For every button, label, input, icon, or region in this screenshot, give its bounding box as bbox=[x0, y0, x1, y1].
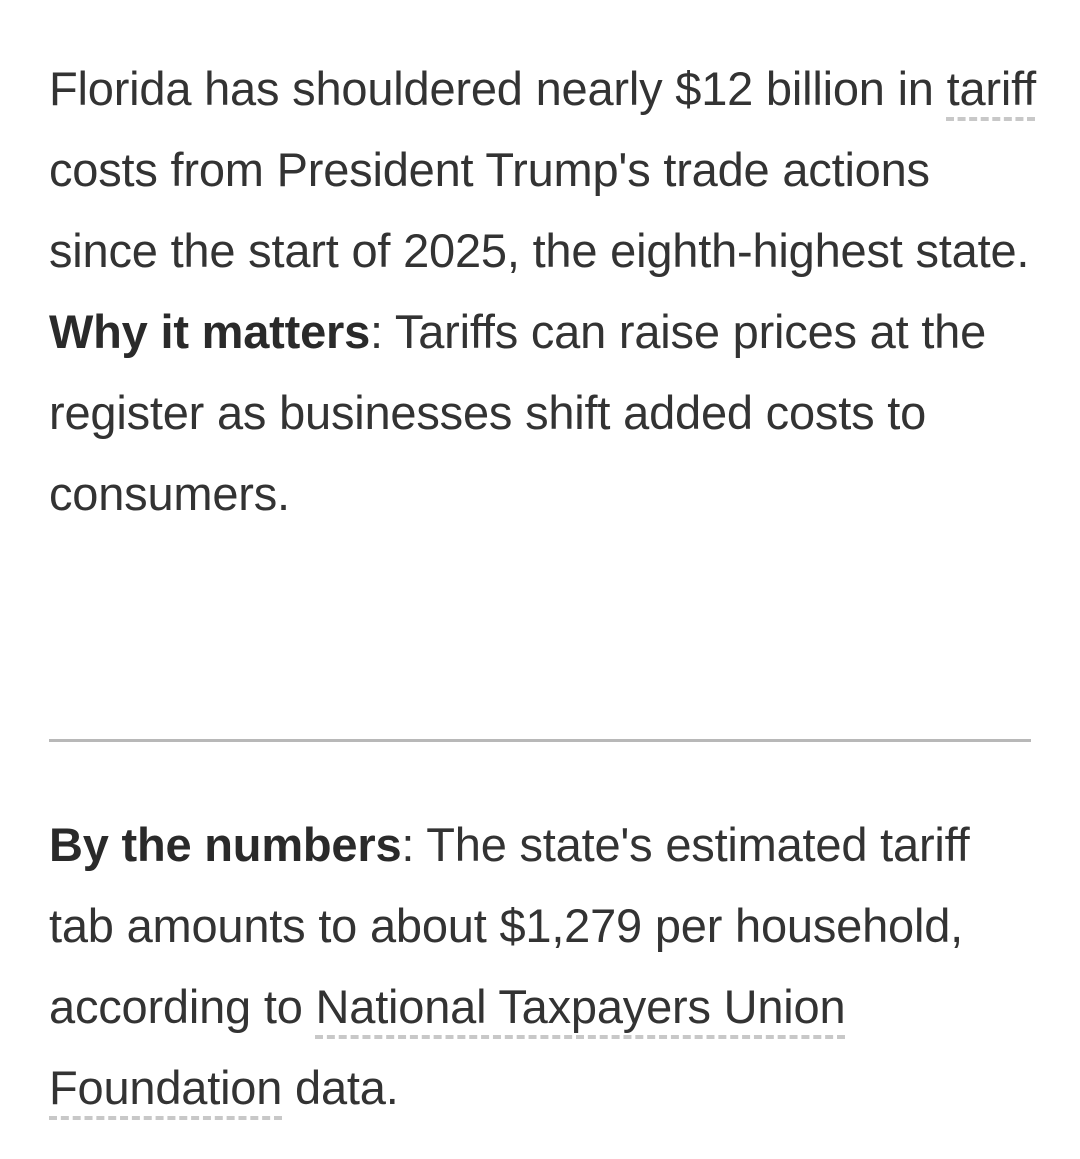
intro-paragraph: Florida has shouldered nearly $12 billio… bbox=[49, 48, 1039, 291]
by-the-numbers-paragraph: By the numbers: The state's estimated ta… bbox=[49, 804, 1039, 1128]
why-it-matters-text: : Tariffs can raise prices at the regist… bbox=[49, 305, 987, 520]
ntuf-link[interactable]: National Taxpayers Union Foundation bbox=[49, 980, 846, 1114]
by-the-numbers-label: By the numbers bbox=[49, 818, 402, 871]
intro-text-end: costs from President Trump's trade actio… bbox=[49, 143, 1030, 277]
why-it-matters-paragraph: Why it matters: Tariffs can raise prices… bbox=[49, 291, 1039, 534]
by-the-numbers-text-start: : The state's estimated tariff tab amoun… bbox=[49, 818, 970, 1033]
section-divider bbox=[49, 739, 1031, 742]
by-the-numbers-text-end: data. bbox=[282, 1061, 399, 1114]
article-body: Florida has shouldered nearly $12 billio… bbox=[49, 48, 1039, 534]
intro-text-start: Florida has shouldered nearly $12 billio… bbox=[49, 62, 947, 115]
tariff-link[interactable]: tariff bbox=[946, 62, 1037, 115]
why-it-matters-label: Why it matters bbox=[49, 305, 371, 358]
